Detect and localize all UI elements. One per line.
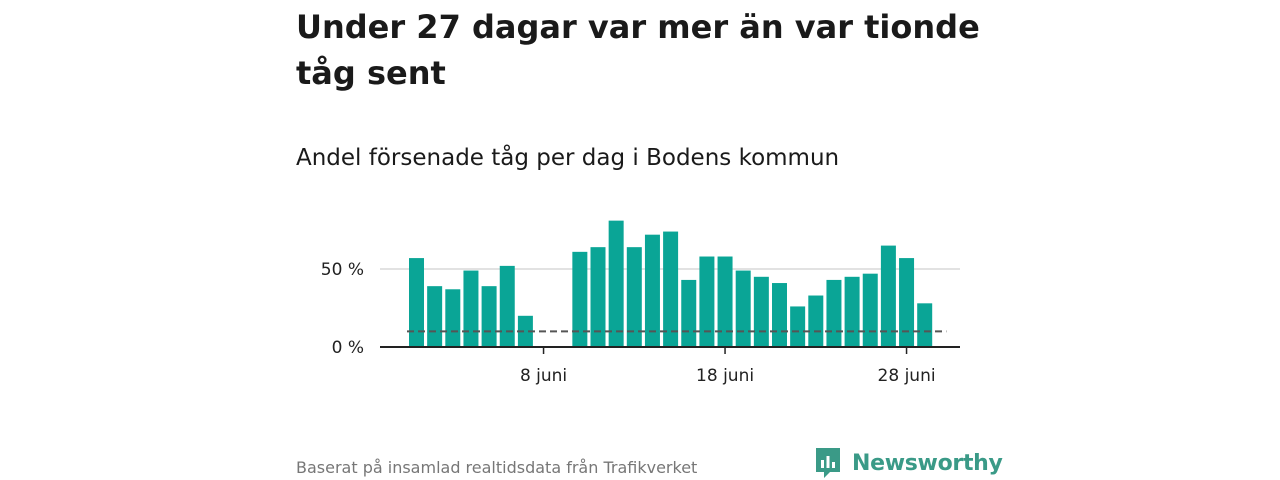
bar [790, 306, 806, 347]
y-tick-label: 50 % [321, 260, 364, 280]
bar [427, 286, 443, 347]
bar [753, 276, 769, 347]
bar [463, 270, 479, 347]
bar [517, 315, 533, 347]
x-tick-label: 28 juni [878, 366, 936, 386]
newsworthy-icon [816, 448, 840, 478]
bar [499, 265, 515, 347]
bar [608, 220, 624, 347]
chart-title: Under 27 dagar var mer än var tionde tåg… [296, 8, 980, 92]
bar [735, 270, 751, 347]
bar [826, 279, 842, 347]
bar [445, 289, 461, 347]
chart-subtitle: Andel försenade tåg per dag i Bodens kom… [296, 145, 840, 171]
bar [699, 256, 715, 347]
bar [572, 251, 588, 347]
x-tick-label: 18 juni [696, 366, 754, 386]
bar [862, 273, 878, 347]
newsworthy-logo[interactable]: Newsworthy [814, 446, 1003, 480]
bar [663, 231, 679, 347]
source-note: Baserat på insamlad realtidsdata från Tr… [296, 458, 698, 477]
bar [844, 276, 860, 347]
bar [409, 258, 424, 347]
bar [808, 295, 824, 347]
bar [590, 247, 606, 347]
bar [880, 245, 896, 347]
bar [772, 283, 787, 347]
x-tick-label: 8 juni [520, 366, 567, 386]
bar [644, 234, 660, 347]
brand-name: Newsworthy [852, 450, 1003, 476]
bar [681, 279, 697, 347]
y-tick-label: 0 % [332, 338, 364, 358]
bar [917, 303, 933, 347]
bar [481, 286, 497, 347]
chart-card: Under 27 dagar var mer än var tionde tåg… [296, 0, 1003, 480]
bar [626, 247, 642, 347]
bar [899, 258, 915, 347]
bar [717, 256, 733, 347]
bar-chart: 0 % 50 % 8 juni 18 juni 28 juni [321, 220, 960, 386]
